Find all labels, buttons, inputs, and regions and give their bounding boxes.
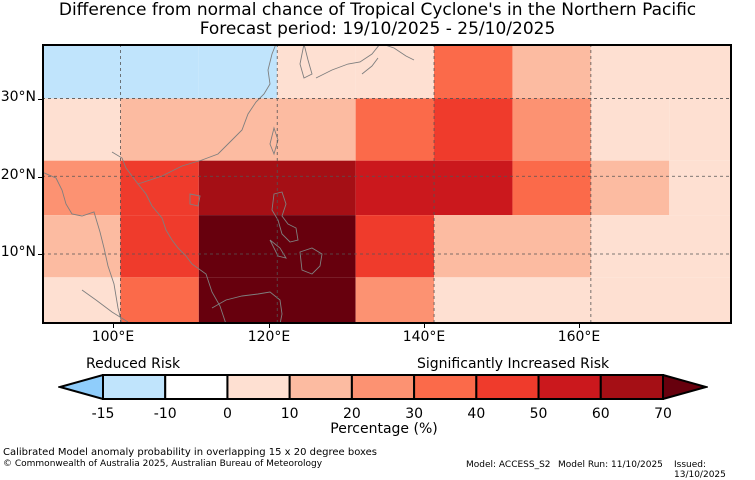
lat-label-20n: 20°N bbox=[0, 167, 36, 183]
anomaly-cell bbox=[120, 277, 199, 324]
coastline-mindanao bbox=[299, 247, 323, 275]
colorbar-segment bbox=[599, 374, 664, 400]
coastline-china bbox=[137, 44, 277, 185]
reduced-risk-label: Reduced Risk bbox=[86, 356, 181, 372]
coastline-taiwan bbox=[269, 126, 279, 156]
colorbar-segment bbox=[288, 374, 353, 400]
coastline-japan-south bbox=[315, 44, 381, 79]
increased-risk-label: Significantly Increased Risk bbox=[417, 356, 610, 372]
anomaly-cell bbox=[669, 160, 732, 216]
colorbar-segment bbox=[537, 374, 602, 400]
lat-label-30n: 30°N bbox=[0, 89, 36, 105]
colorbar-segment bbox=[475, 374, 540, 400]
anomaly-cell bbox=[355, 215, 435, 278]
anomaly-map bbox=[42, 44, 732, 324]
coastline-borneo bbox=[211, 291, 283, 324]
colorbar-tick-label: -15 bbox=[91, 406, 115, 422]
chart-title: Difference from normal chance of Tropica… bbox=[58, 0, 697, 20]
anomaly-cell bbox=[512, 44, 591, 99]
lat-tick bbox=[38, 177, 42, 178]
lat-tick bbox=[38, 99, 42, 100]
anomaly-cell bbox=[434, 98, 513, 161]
anomaly-cell bbox=[512, 160, 591, 216]
footer-issued: Issued: 13/10/2025 bbox=[674, 460, 726, 480]
footer-description: Calibrated Model anomaly probability in … bbox=[3, 447, 378, 458]
coastline-hainan bbox=[189, 193, 201, 207]
forecast-period: Forecast period: 19/10/2025 - 25/10/2025 bbox=[199, 19, 556, 39]
anomaly-cell bbox=[42, 277, 121, 324]
colorbar-under-arrow bbox=[58, 374, 104, 400]
anomaly-cell bbox=[277, 44, 356, 99]
colorbar-segment bbox=[102, 374, 167, 400]
lon-label-160e: 160°E bbox=[557, 329, 601, 345]
anomaly-cell bbox=[590, 160, 670, 216]
colorbar-segment bbox=[226, 374, 291, 400]
anomaly-cell bbox=[434, 215, 591, 278]
coastline-palawan bbox=[269, 239, 287, 259]
anomaly-cell bbox=[434, 44, 513, 99]
footer-model-run: Model Run: 11/10/2025 bbox=[558, 460, 663, 470]
colorbar-title: Percentage (%) bbox=[330, 421, 438, 437]
anomaly-cell bbox=[669, 98, 732, 161]
anomaly-cell bbox=[120, 215, 199, 278]
anomaly-cell bbox=[355, 44, 435, 99]
anomaly-cell bbox=[42, 160, 121, 216]
anomaly-cell bbox=[42, 44, 199, 99]
lon-label-140e: 140°E bbox=[402, 329, 446, 345]
anomaly-cell bbox=[590, 215, 732, 278]
colorbar-tick-label: 40 bbox=[467, 406, 486, 422]
colorbar-tick-label: 60 bbox=[591, 406, 610, 422]
colorbar-tick-label: 30 bbox=[405, 406, 424, 422]
lon-label-100e: 100°E bbox=[91, 329, 135, 345]
colorbar bbox=[58, 374, 708, 400]
coastline-korea bbox=[299, 44, 313, 79]
coastline-indochina-west bbox=[42, 171, 123, 324]
anomaly-cell bbox=[42, 98, 121, 161]
colorbar-tick-label: -10 bbox=[153, 406, 177, 422]
colorbar-segment bbox=[350, 374, 416, 400]
lon-label-120e: 120°E bbox=[247, 329, 291, 345]
coastline-vietnam bbox=[111, 151, 193, 265]
colorbar-tick-label: 10 bbox=[280, 406, 299, 422]
colorbar-tick-label: 70 bbox=[654, 406, 672, 422]
anomaly-cell bbox=[42, 215, 121, 278]
colorbar-segment bbox=[164, 374, 229, 400]
lat-tick bbox=[38, 254, 42, 255]
lon-tick bbox=[424, 324, 425, 328]
anomaly-cell bbox=[355, 98, 435, 161]
coastline-kyushu bbox=[361, 57, 379, 75]
coastline-malaysia bbox=[191, 263, 227, 324]
lon-tick bbox=[269, 324, 270, 328]
colorbar-segment bbox=[413, 374, 478, 400]
anomaly-cell bbox=[355, 277, 435, 324]
anomaly-cell bbox=[590, 44, 732, 99]
anomaly-cell bbox=[434, 277, 732, 324]
anomaly-cell bbox=[120, 98, 356, 161]
lon-tick bbox=[579, 324, 580, 328]
colorbar-tick-label: 20 bbox=[342, 406, 361, 422]
anomaly-cell bbox=[512, 98, 591, 161]
colorbar-over-arrow bbox=[662, 374, 708, 400]
colorbar-tick-label: 0 bbox=[222, 406, 232, 422]
lon-tick bbox=[113, 324, 114, 328]
anomaly-cell bbox=[198, 44, 278, 99]
anomaly-cell bbox=[590, 98, 670, 161]
footer-model: Model: ACCESS_S2 bbox=[466, 460, 551, 470]
footer-copyright: © Commonwealth of Australia 2025, Austra… bbox=[3, 459, 323, 469]
colorbar-tick-label: 50 bbox=[529, 406, 548, 422]
coastline-sumatra bbox=[81, 289, 129, 323]
lat-label-10n: 10°N bbox=[0, 244, 36, 260]
coastline-honshu bbox=[381, 44, 415, 61]
anomaly-cell bbox=[120, 160, 199, 216]
